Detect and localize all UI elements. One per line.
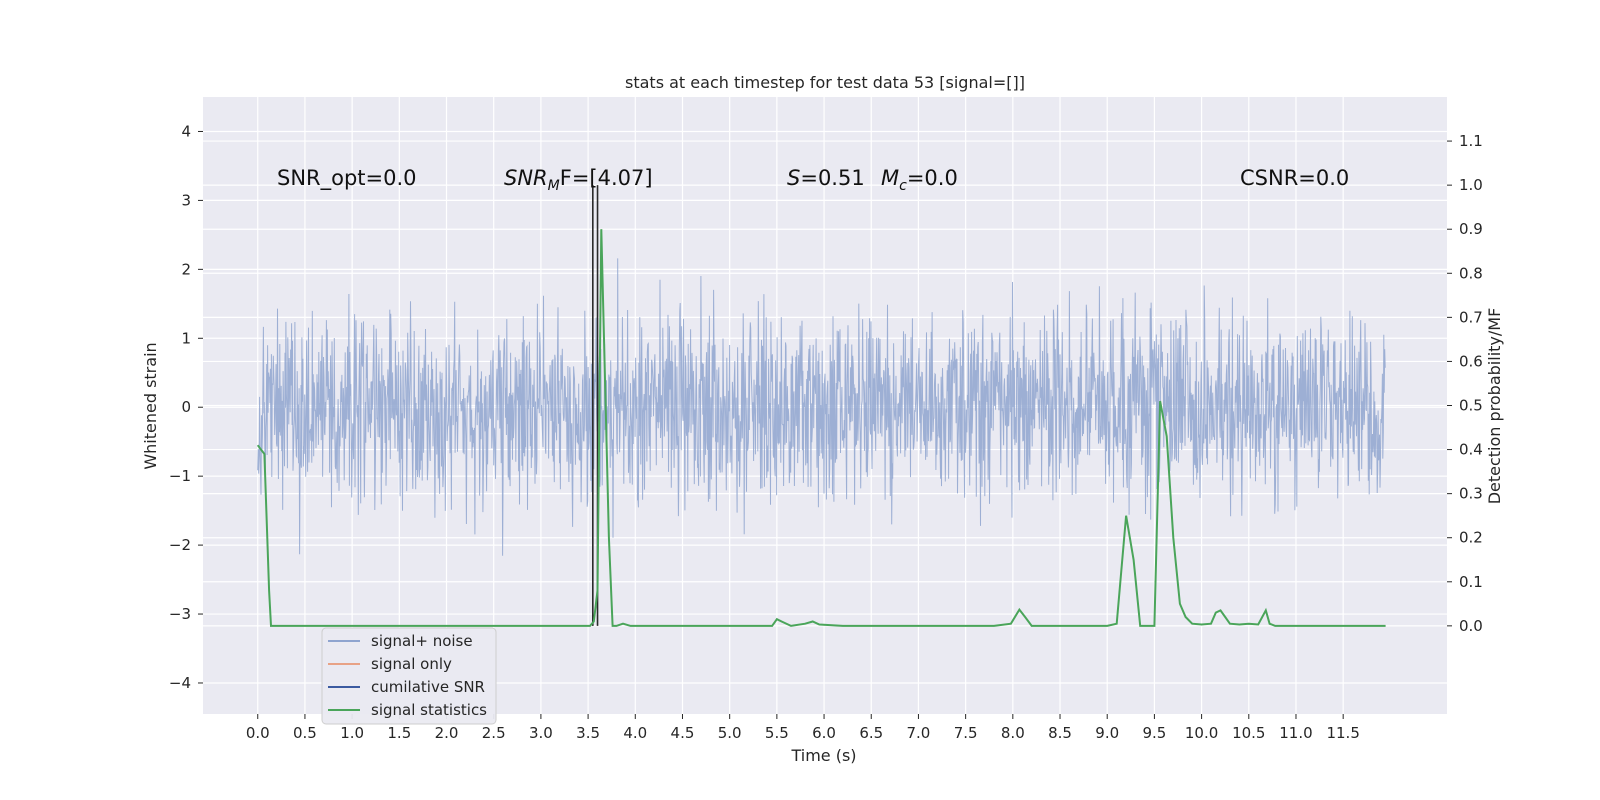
y-left-ticks: −4 −3 −2 −1 0 1 2 3 4: [169, 122, 203, 692]
x-tick-label: 10.5: [1232, 724, 1265, 742]
y-right-tick-label: 0.4: [1459, 441, 1483, 459]
legend: signal+ noise signal only cumilative SNR…: [321, 627, 497, 725]
x-tick-label: 8.5: [1048, 724, 1072, 742]
x-tick-label: 9.0: [1095, 724, 1119, 742]
chart-title: stats at each timestep for test data 53 …: [625, 73, 1025, 92]
x-tick-label: 3.5: [576, 724, 600, 742]
y-right-tick-label: 0.3: [1459, 485, 1483, 503]
annotation-mc: Mc=0.0: [881, 166, 958, 194]
y-right-ticks: 0.0 0.1 0.2 0.3 0.4 0.5 0.6 0.7 0.8 0.9 1.0 1.1: [1447, 132, 1483, 635]
y-right-tick-label: 0.9: [1459, 220, 1483, 238]
y-right-tick-label: 0.5: [1459, 397, 1483, 415]
x-tick-label: 6.5: [859, 724, 883, 742]
y-right-tick-label: 0.6: [1459, 352, 1483, 370]
y-left-tick-label: −1: [169, 467, 191, 485]
annotation-csnr: CSNR=0.0: [1240, 166, 1349, 190]
y-left-tick-label: 1: [181, 329, 191, 347]
y-right-tick-label: 0.0: [1459, 617, 1483, 635]
signal-statistics-series: [256, 229, 1386, 627]
y-left-tick-label: −3: [169, 605, 191, 623]
y-right-tick-label: 0.2: [1459, 529, 1483, 547]
signal-statistics-line: [256, 229, 1386, 627]
x-tick-label: 11.5: [1326, 724, 1359, 742]
y-left-tick-label: 4: [181, 122, 191, 140]
x-tick-label: 2.0: [435, 724, 459, 742]
signal-noise-line: [257, 258, 1386, 556]
y-left-tick-label: 0: [181, 398, 191, 416]
y-left-tick-label: −2: [169, 536, 191, 554]
x-tick-label: 0.0: [246, 724, 270, 742]
x-tick-label: 4.5: [671, 724, 695, 742]
x-tick-label: 3.0: [529, 724, 553, 742]
annotation-s: S=0.51: [787, 166, 865, 190]
y-left-tick-label: 3: [181, 191, 191, 209]
x-tick-label: 11.0: [1279, 724, 1312, 742]
x-tick-label: 10.0: [1185, 724, 1218, 742]
y-left-tick-label: 2: [181, 260, 191, 278]
x-tick-label: 7.0: [907, 724, 931, 742]
x-tick-label: 9.5: [1142, 724, 1166, 742]
x-tick-label: 5.5: [765, 724, 789, 742]
annotation-snr-mf: SNRMF=[4.07]: [504, 166, 653, 194]
x-tick-label: 6.0: [812, 724, 836, 742]
y-right-tick-label: 0.7: [1459, 308, 1483, 326]
legend-label-cumulative-snr: cumilative SNR: [371, 678, 485, 696]
x-tick-label: 2.5: [482, 724, 506, 742]
y-right-tick-label: 1.1: [1459, 132, 1483, 150]
y-left-tick-label: −4: [169, 674, 191, 692]
noise-series: [257, 258, 1386, 556]
annotation-snr-opt: SNR_opt=0.0: [277, 166, 417, 191]
x-axis-label: Time (s): [790, 746, 856, 765]
y-right-tick-label: 0.1: [1459, 573, 1483, 591]
x-tick-label: 7.5: [954, 724, 978, 742]
y-right-axis-label: Detection probability/MF: [1485, 308, 1504, 505]
y-left-axis-label: Whitened strain: [141, 342, 160, 469]
legend-box: [321, 627, 497, 725]
x-tick-label: 4.0: [623, 724, 647, 742]
legend-label-signal-statistics: signal statistics: [371, 701, 487, 719]
x-tick-label: 1.5: [387, 724, 411, 742]
x-tick-label: 5.0: [718, 724, 742, 742]
x-tick-label: 8.0: [1001, 724, 1025, 742]
y-right-tick-label: 0.8: [1459, 264, 1483, 282]
x-tick-label: 1.0: [340, 724, 364, 742]
x-tick-label: 0.5: [293, 724, 317, 742]
legend-label-signal-noise: signal+ noise: [371, 632, 473, 650]
legend-label-signal-only: signal only: [371, 655, 452, 673]
x-ticks: 0.0 0.5 1.0 1.5 2.0 2.5 3.0 3.5 4.0 4.5 5.0 5.5 6.0 6…: [246, 714, 1360, 742]
y-right-tick-label: 1.0: [1459, 176, 1483, 194]
